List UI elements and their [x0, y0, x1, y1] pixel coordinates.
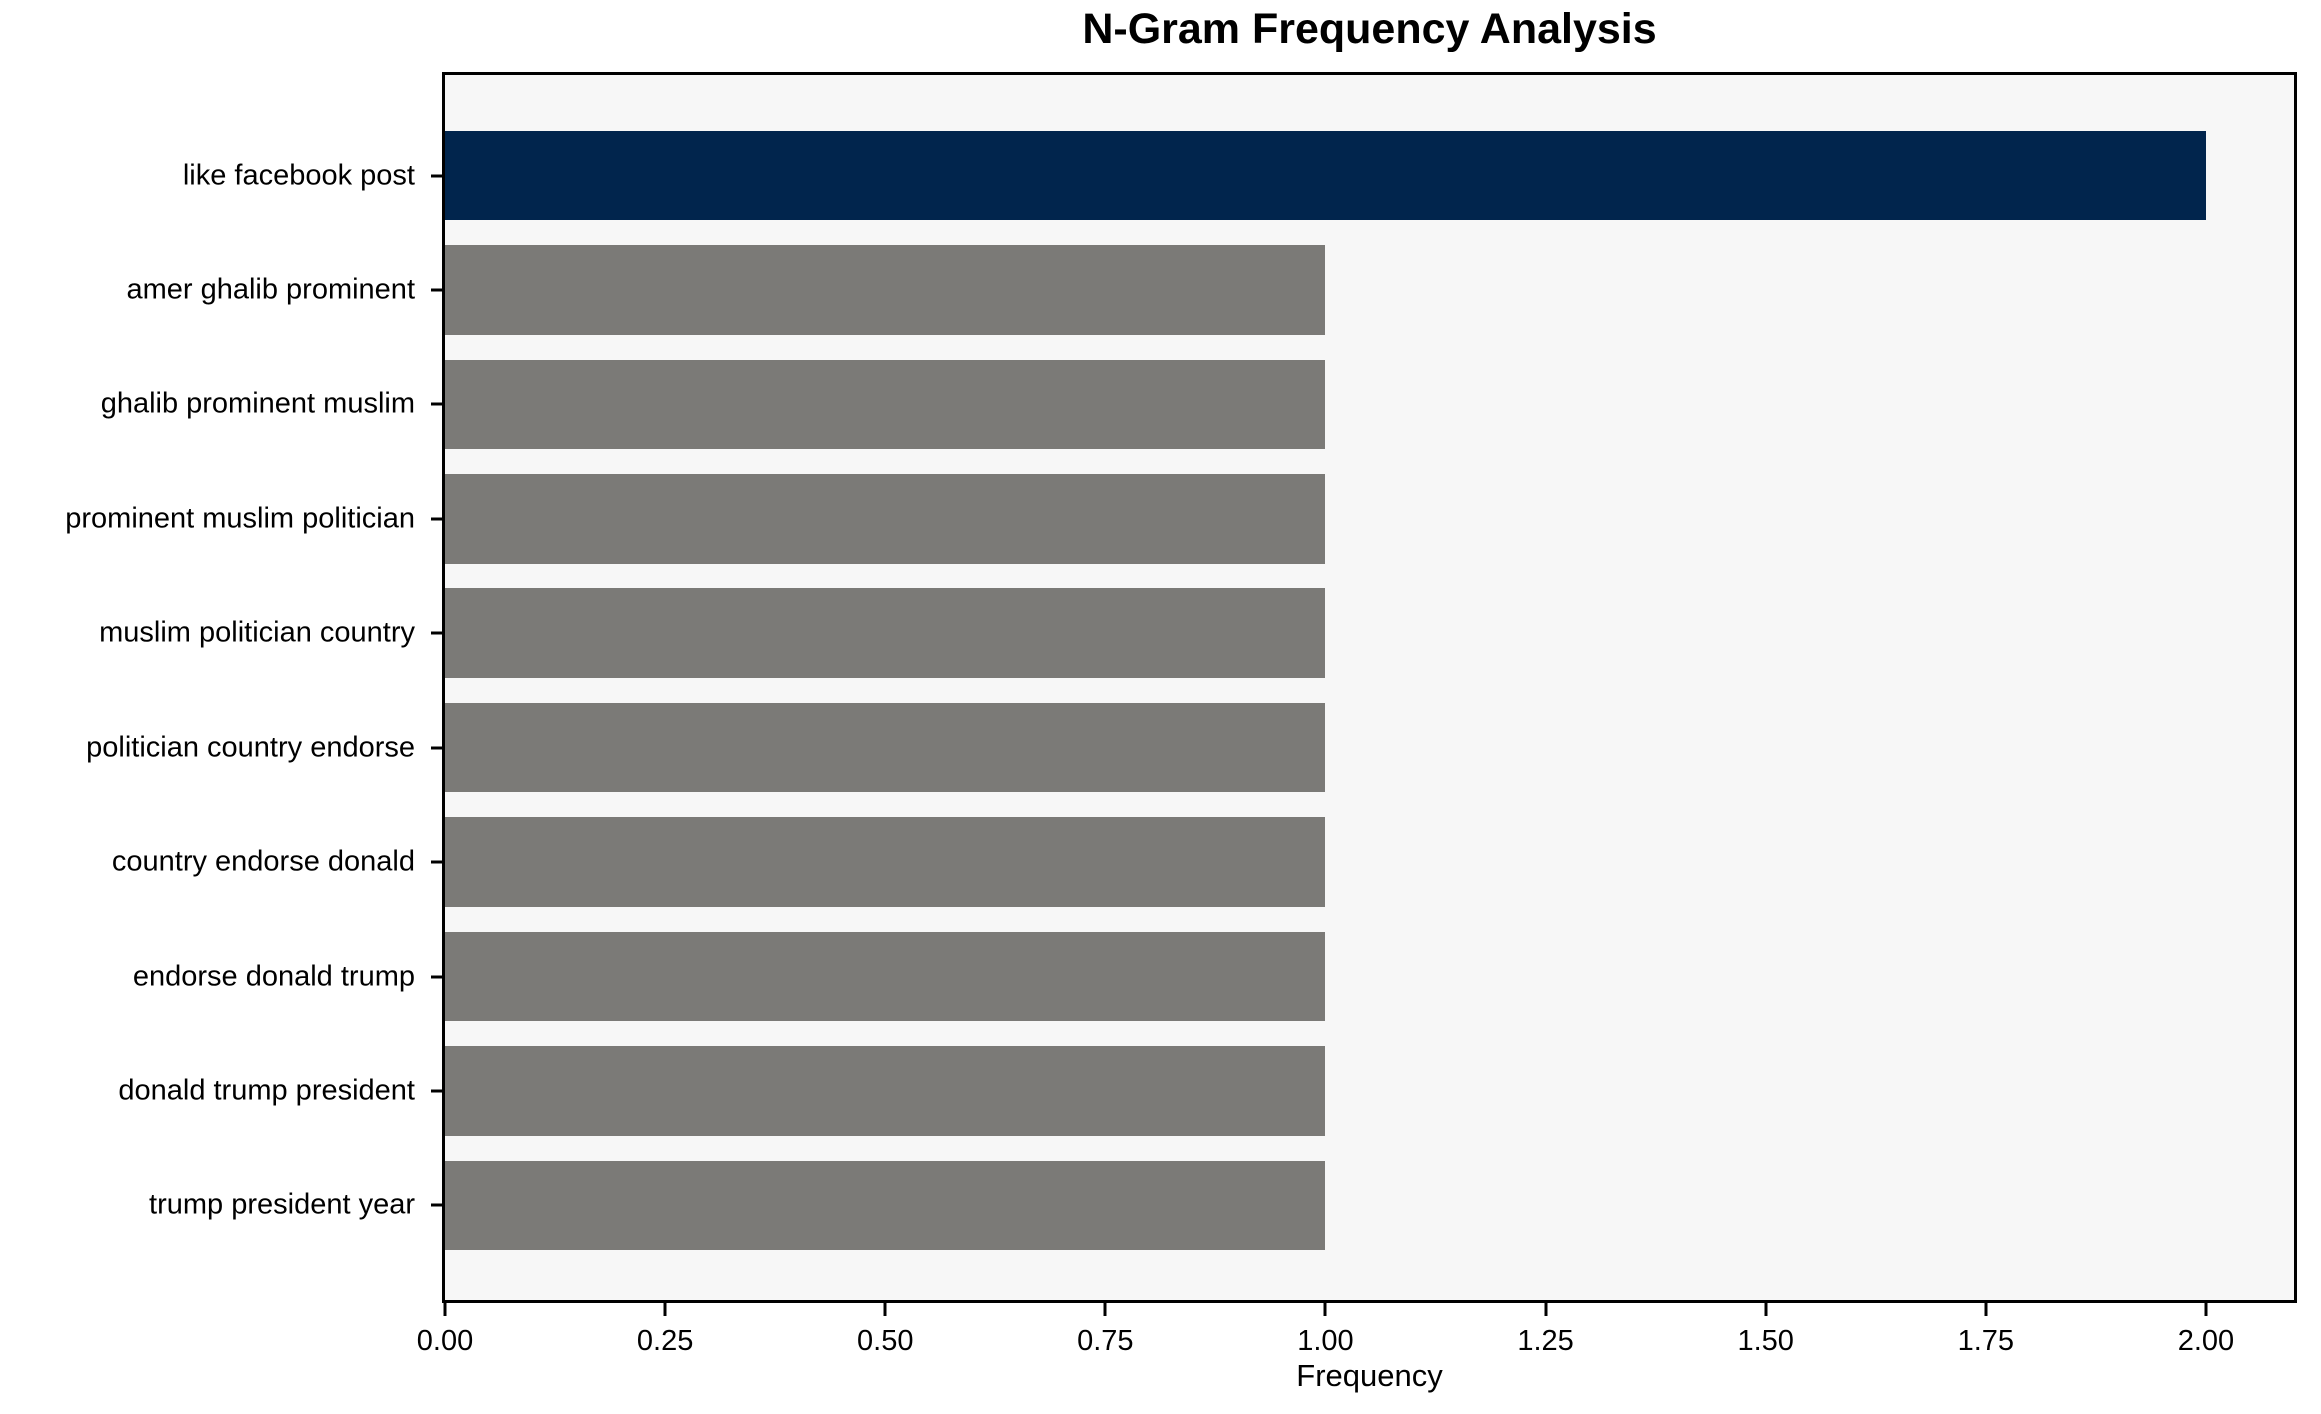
x-tick-label: 1.50 [1737, 1325, 1794, 1357]
bar [445, 931, 1326, 1022]
y-tick-label: donald trump president [118, 1074, 415, 1107]
x-tick-mark [1764, 1303, 1768, 1316]
y-tick-mark [431, 746, 442, 750]
bar [445, 817, 1326, 907]
y-tick-mark [431, 174, 442, 178]
y-tick-mark [431, 631, 442, 635]
x-tick-mark [1544, 1303, 1548, 1316]
x-tick-mark [1984, 1303, 1988, 1316]
bar [445, 588, 1326, 679]
y-tick-label: ghalib prominent muslim [100, 387, 415, 420]
y-tick-label: amer ghalib prominent [126, 273, 415, 306]
y-tick-label: muslim politician country [99, 616, 415, 649]
y-tick-label: country endorse donald [111, 845, 415, 878]
x-tick-mark [1323, 1303, 1327, 1316]
bar [445, 474, 1326, 564]
bar [445, 359, 1326, 450]
plot-area: like facebook post amer ghalib prominent g… [65, 72, 2297, 1356]
y-tick-mark [431, 975, 442, 979]
y-tick-label: endorse donald trump [132, 960, 415, 993]
bar [445, 1160, 1326, 1251]
y-tick-mark [431, 402, 442, 406]
x-axis-label: Frequency [1296, 1358, 1443, 1393]
y-tick-mark [431, 288, 442, 292]
x-tick-label: 0.00 [416, 1325, 474, 1357]
y-tick-label: prominent muslim politician [65, 502, 415, 535]
x-tick-label: 1.00 [1297, 1325, 1354, 1357]
x-tick-label: 0.50 [857, 1325, 914, 1357]
y-tick-label: politician country endorse [86, 731, 415, 764]
chart-title: N-Gram Frequency Analysis [1082, 5, 1657, 53]
y-tick-mark [431, 860, 442, 864]
x-tick-mark [663, 1303, 667, 1316]
x-tick-label: 1.25 [1517, 1325, 1574, 1357]
x-tick-mark [1103, 1303, 1107, 1316]
y-tick-mark [431, 1203, 442, 1207]
bar [445, 1046, 1326, 1136]
x-tick-label: 1.75 [1957, 1325, 2015, 1357]
x-tick-label: 0.25 [636, 1325, 694, 1357]
x-tick-mark [443, 1303, 447, 1316]
bar [445, 130, 2206, 221]
bar [445, 245, 1326, 335]
x-tick-label: 0.75 [1077, 1325, 1134, 1357]
y-tick-label: like facebook post [182, 159, 415, 192]
y-tick-label: trump president year [149, 1188, 415, 1221]
y-tick-mark [431, 517, 442, 521]
bar [445, 702, 1326, 793]
x-tick-mark [2204, 1303, 2208, 1316]
y-tick-mark [431, 1089, 442, 1093]
x-tick-label: 2.00 [2177, 1325, 2235, 1357]
x-tick-mark [883, 1303, 887, 1316]
